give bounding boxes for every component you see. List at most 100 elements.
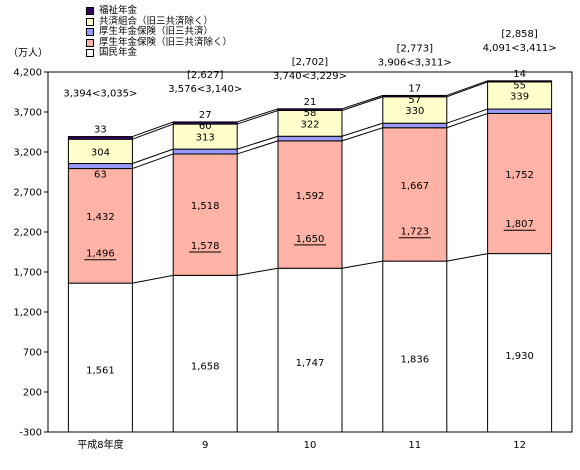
y-tick-label: 200 [23, 388, 42, 399]
bar-segment [277, 108, 343, 111]
data-label: 63 [94, 170, 107, 181]
connector-line [237, 110, 279, 125]
data-label: 322 [300, 119, 319, 130]
data-label: 1,561 [86, 366, 115, 377]
bar-segment [382, 260, 448, 433]
connector-line [341, 260, 383, 269]
bar-segment [67, 136, 133, 140]
chart-legend: 福祉年金 共済組合（旧三共済除く） 厚生年金保険（旧三共済） 厚生年金保険（旧三共済除… [86, 5, 233, 59]
bar-segment [487, 253, 553, 433]
legend-label: 国民年金 [99, 47, 138, 58]
data-label: 313 [196, 133, 215, 144]
total-annotation: 3,906<3,311> [378, 57, 452, 68]
data-label: 330 [405, 106, 424, 117]
data-label: 58 [304, 108, 317, 119]
connector-line [341, 94, 383, 110]
connector-line [237, 267, 279, 276]
bracket-annotation: [2,702] [292, 57, 329, 68]
y-tick-label: 4,200 [13, 68, 42, 79]
x-tick-label: 平成8年度 [77, 438, 123, 451]
data-label: 17 [408, 83, 421, 94]
legend-swatch [86, 38, 94, 47]
legend-item: 共済組合（旧三共済除く） [86, 15, 232, 28]
data-label: 304 [91, 147, 110, 158]
bar-segment [67, 168, 133, 284]
legend-item: 厚生年金保険（旧三共済除く） [86, 36, 233, 49]
y-tick-label: 3,200 [13, 148, 42, 159]
data-label: 1,658 [191, 362, 220, 373]
underlined-annotation: 1,723 [400, 227, 429, 238]
y-tick-label: -300 [19, 428, 42, 439]
bar-segment [382, 96, 448, 124]
bar-segment [382, 122, 448, 129]
bracket-annotation: [2,858] [501, 29, 538, 40]
bracket-annotation: [2,773] [397, 43, 434, 54]
legend-label: 共済組合（旧三共済除く） [99, 15, 214, 27]
x-tick-label: 9 [202, 440, 208, 451]
bar-segment [487, 108, 553, 114]
bar-segment [487, 81, 553, 110]
y-tick-label: 2,700 [13, 188, 42, 199]
connector-line [237, 140, 279, 155]
underlined-annotation: 1,650 [296, 234, 325, 245]
legend-item: 福祉年金 [86, 5, 232, 17]
total-annotation: 4,091<3,411> [483, 43, 557, 54]
underlined-annotation: 1,578 [191, 241, 220, 252]
y-tick-label: 2,200 [13, 228, 42, 239]
bar-segment [172, 274, 238, 433]
legend-swatch [86, 17, 94, 26]
data-label: 1,752 [505, 170, 534, 181]
bar-segment [67, 163, 133, 170]
connector-line [446, 81, 488, 98]
connector-line [446, 80, 488, 96]
connector-line [237, 108, 279, 123]
data-label: 33 [94, 125, 107, 136]
data-label: 55 [513, 80, 526, 91]
bracket-annotation: [2,627] [187, 70, 224, 81]
data-label: 1,518 [191, 201, 220, 212]
data-label: 339 [510, 91, 529, 102]
y-tick-label: 1,200 [13, 308, 42, 319]
y-tick-label: 1,700 [13, 268, 42, 279]
legend-swatch [86, 49, 94, 58]
connector-line [132, 123, 174, 140]
connector-line [237, 135, 279, 150]
data-label: 60 [199, 121, 212, 132]
bar-segment [382, 94, 448, 98]
total-annotation: 3,394<3,035> [63, 89, 137, 100]
bar-segment [172, 121, 238, 125]
y-tick-label: 3,700 [13, 108, 42, 119]
y-axis-unit-label: （万人） [8, 48, 48, 59]
bar-segment [487, 112, 553, 255]
connector-line [132, 148, 174, 164]
bar-segment [67, 282, 133, 433]
data-label: 1,667 [400, 181, 429, 192]
legend-swatch [86, 7, 94, 16]
data-label: 21 [304, 97, 317, 108]
bar-segment [172, 148, 238, 155]
data-label: 1,432 [86, 212, 115, 223]
x-tick-label: 11 [408, 440, 421, 451]
legend-swatch [86, 28, 94, 37]
legend-label: 厚生年金保険（旧三共済除く） [99, 36, 233, 48]
data-label: 14 [513, 69, 526, 80]
legend-label: 福祉年金 [99, 5, 138, 16]
data-label: 27 [199, 110, 212, 121]
total-annotation: 3,740<3,229> [273, 71, 347, 82]
connector-line [446, 108, 488, 124]
legend-item: 国民年金 [86, 47, 232, 59]
legend-label: 厚生年金保険（旧三共済） [99, 26, 214, 37]
connector-line [341, 96, 383, 111]
connector-line [132, 153, 174, 170]
y-tick-label: 700 [23, 348, 42, 359]
bar-segment [277, 140, 343, 269]
bar-segment [277, 267, 343, 433]
underlined-annotation: 1,807 [505, 219, 534, 230]
total-annotation: 3,576<3,140> [168, 84, 242, 95]
data-label: 1,836 [400, 355, 429, 366]
connector-line [132, 274, 174, 284]
connector-line [341, 122, 383, 137]
data-label: 1,930 [505, 351, 534, 362]
bar-segment [382, 127, 448, 262]
